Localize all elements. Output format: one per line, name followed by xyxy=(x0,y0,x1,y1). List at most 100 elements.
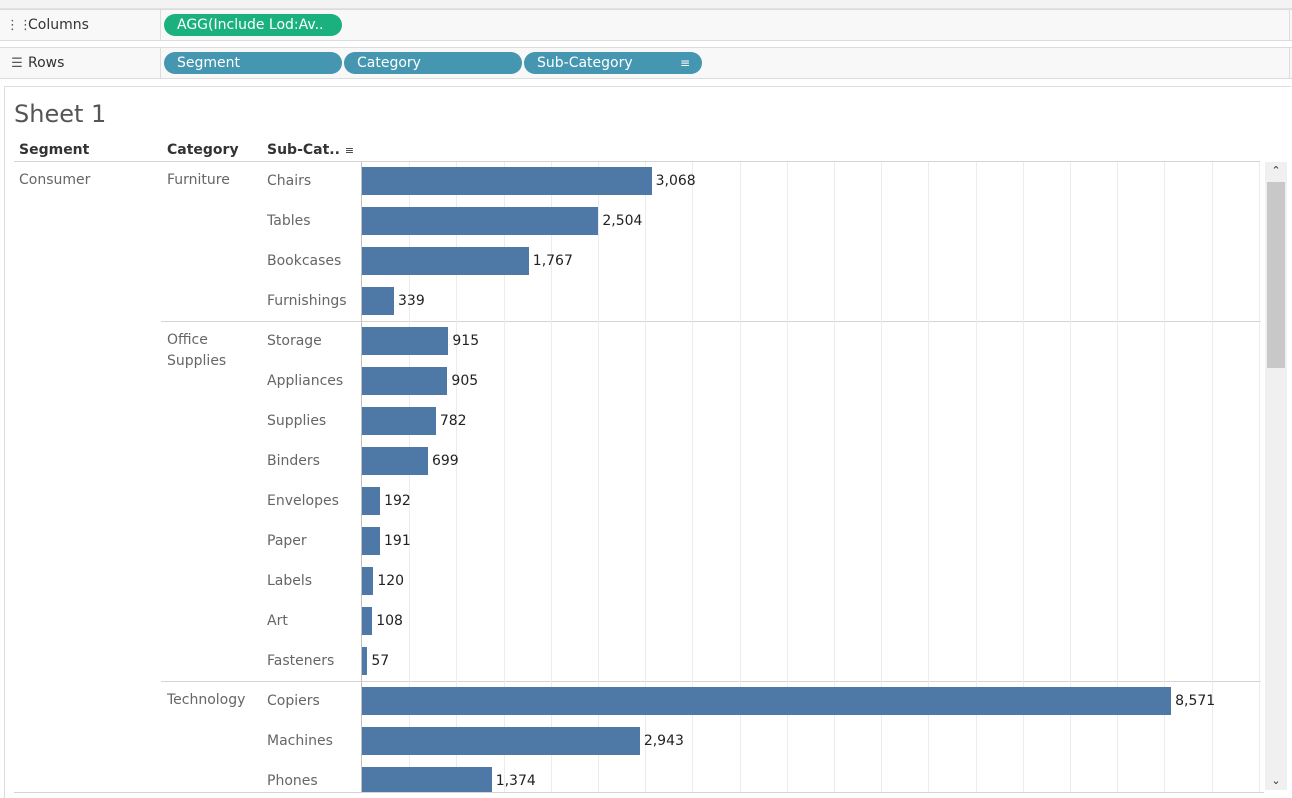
header-subcategory[interactable]: Sub-Cat.. ≡ xyxy=(267,142,354,158)
bar-value-label: 192 xyxy=(384,493,411,509)
bar-value-label: 915 xyxy=(452,333,480,349)
bar-value-label: 2,943 xyxy=(643,733,684,749)
row-header-subcategory[interactable]: Labels xyxy=(267,573,313,589)
row-header-category[interactable]: Office Supplies xyxy=(167,330,226,372)
bar-machines[interactable] xyxy=(362,727,640,755)
row-header-subcategory[interactable]: Furnishings xyxy=(267,293,347,309)
rows-pill-category[interactable]: Category xyxy=(344,52,522,74)
bar-value-label: 120 xyxy=(377,573,405,589)
gridline xyxy=(692,162,694,793)
gridline xyxy=(1022,162,1024,793)
scrollbar-thumb[interactable] xyxy=(1267,182,1285,368)
bar-value-label: 8,571 xyxy=(1175,693,1216,709)
bar-bookcases[interactable] xyxy=(362,247,529,275)
gridline xyxy=(645,162,647,793)
category-label-line: Supplies xyxy=(167,353,227,369)
gridline xyxy=(881,162,883,793)
header-category[interactable]: Category xyxy=(167,142,239,158)
row-header-subcategory[interactable]: Art xyxy=(267,613,288,629)
gridline xyxy=(834,162,835,793)
gridline xyxy=(1258,162,1260,793)
view-area xyxy=(4,86,1291,798)
scroll-down-icon[interactable]: ⌄ xyxy=(1271,774,1281,787)
columns-icon: ⋮⋮ xyxy=(6,17,32,33)
gridline xyxy=(598,162,599,793)
gridline xyxy=(1164,162,1166,793)
bar-envelopes[interactable] xyxy=(362,487,381,515)
bar-chart-plot: 3,068 2,504 1,767 339 915 905 782 699 192 191 120 1… xyxy=(361,162,1262,793)
rows-shelf[interactable]: ☰ Rows Segment Category Sub-Category ≡ xyxy=(0,47,1292,79)
row-header-subcategory[interactable]: Binders xyxy=(267,453,320,469)
bar-furnishings[interactable] xyxy=(362,287,394,315)
bar-paper[interactable] xyxy=(362,527,381,555)
gridline xyxy=(739,162,741,793)
row-header-subcategory[interactable]: Phones xyxy=(267,773,318,789)
header-segment[interactable]: Segment xyxy=(19,142,90,158)
bar-appliances[interactable] xyxy=(362,367,448,395)
bar-value-label: 2,504 xyxy=(602,213,643,229)
vertical-scrollbar[interactable]: ⌃ ⌄ xyxy=(1265,162,1287,790)
bar-tables[interactable] xyxy=(362,207,599,235)
row-header-subcategory[interactable]: Appliances xyxy=(267,373,344,389)
gridline xyxy=(456,162,458,793)
scroll-up-icon[interactable]: ⌃ xyxy=(1271,164,1281,177)
gridline xyxy=(975,162,977,793)
rows-shelf-label: ☰ Rows xyxy=(0,48,161,78)
row-header-subcategory[interactable]: Fasteners xyxy=(267,653,335,669)
row-header-subcategory[interactable]: Storage xyxy=(267,333,322,349)
bar-phones[interactable] xyxy=(362,767,492,793)
shelf-edge xyxy=(1289,10,1292,40)
row-header-subcategory[interactable]: Bookcases xyxy=(267,253,342,269)
bar-value-label: 3,068 xyxy=(655,173,696,189)
columns-shelf[interactable]: ⋮⋮ Columns AGG(Include Lod:Av.. xyxy=(0,9,1292,41)
gridline xyxy=(550,162,552,793)
rows-pill-segment[interactable]: Segment xyxy=(164,52,342,74)
bar-copiers[interactable] xyxy=(362,687,1172,715)
row-header-subcategory[interactable]: Machines xyxy=(267,733,333,749)
bar-chairs[interactable] xyxy=(362,167,652,195)
gridline xyxy=(503,162,505,793)
row-header-subcategory[interactable]: Tables xyxy=(267,213,311,229)
row-header-subcategory[interactable]: Chairs xyxy=(267,173,312,189)
top-strip xyxy=(0,0,1292,9)
row-header-subcategory[interactable]: Copiers xyxy=(267,693,320,709)
category-label-line: Office xyxy=(167,332,208,348)
bar-value-label: 339 xyxy=(398,293,425,309)
category-divider xyxy=(161,681,1261,682)
bar-supplies[interactable] xyxy=(362,407,436,435)
columns-pill-measure[interactable]: AGG(Include Lod:Av.. xyxy=(164,14,342,36)
sort-descending-icon[interactable]: ≡ xyxy=(679,56,690,70)
sheet-title: Sheet 1 xyxy=(14,100,107,128)
gridline xyxy=(786,162,788,793)
header-divider xyxy=(14,161,1260,162)
row-header-subcategory[interactable]: Envelopes xyxy=(267,493,339,509)
bar-fasteners[interactable] xyxy=(362,647,368,675)
view-bottom-divider xyxy=(14,792,1264,793)
gridline xyxy=(1211,162,1213,793)
row-header-category[interactable]: Technology xyxy=(167,690,245,711)
row-header-subcategory[interactable]: Paper xyxy=(267,533,307,549)
bar-binders[interactable] xyxy=(362,447,428,475)
category-label-line: Technology xyxy=(167,692,246,708)
rows-pill-subcategory-label: Sub-Category xyxy=(537,55,633,71)
bar-value-label: 1,374 xyxy=(495,773,536,789)
row-header-category[interactable]: Furniture xyxy=(167,170,230,191)
bar-value-label: 191 xyxy=(384,533,411,549)
bar-labels[interactable] xyxy=(362,567,374,595)
rows-pill-subcategory[interactable]: Sub-Category ≡ xyxy=(524,52,702,74)
bar-value-label: 782 xyxy=(439,413,467,429)
row-header-subcategory[interactable]: Supplies xyxy=(267,413,327,429)
gridline xyxy=(928,162,930,793)
header-subcategory-label: Sub-Cat.. xyxy=(267,142,340,158)
gridline xyxy=(409,162,411,793)
bar-storage[interactable] xyxy=(362,327,449,355)
sort-descending-icon[interactable]: ≡ xyxy=(344,144,355,157)
gridline xyxy=(1070,162,1071,793)
rows-icon: ☰ xyxy=(11,55,23,71)
row-header-segment[interactable]: Consumer xyxy=(19,172,91,188)
category-divider xyxy=(161,321,1261,322)
bar-art[interactable] xyxy=(362,607,373,635)
bar-value-label: 699 xyxy=(431,453,459,469)
bar-value-label: 57 xyxy=(371,653,390,669)
gridline xyxy=(1117,162,1119,793)
